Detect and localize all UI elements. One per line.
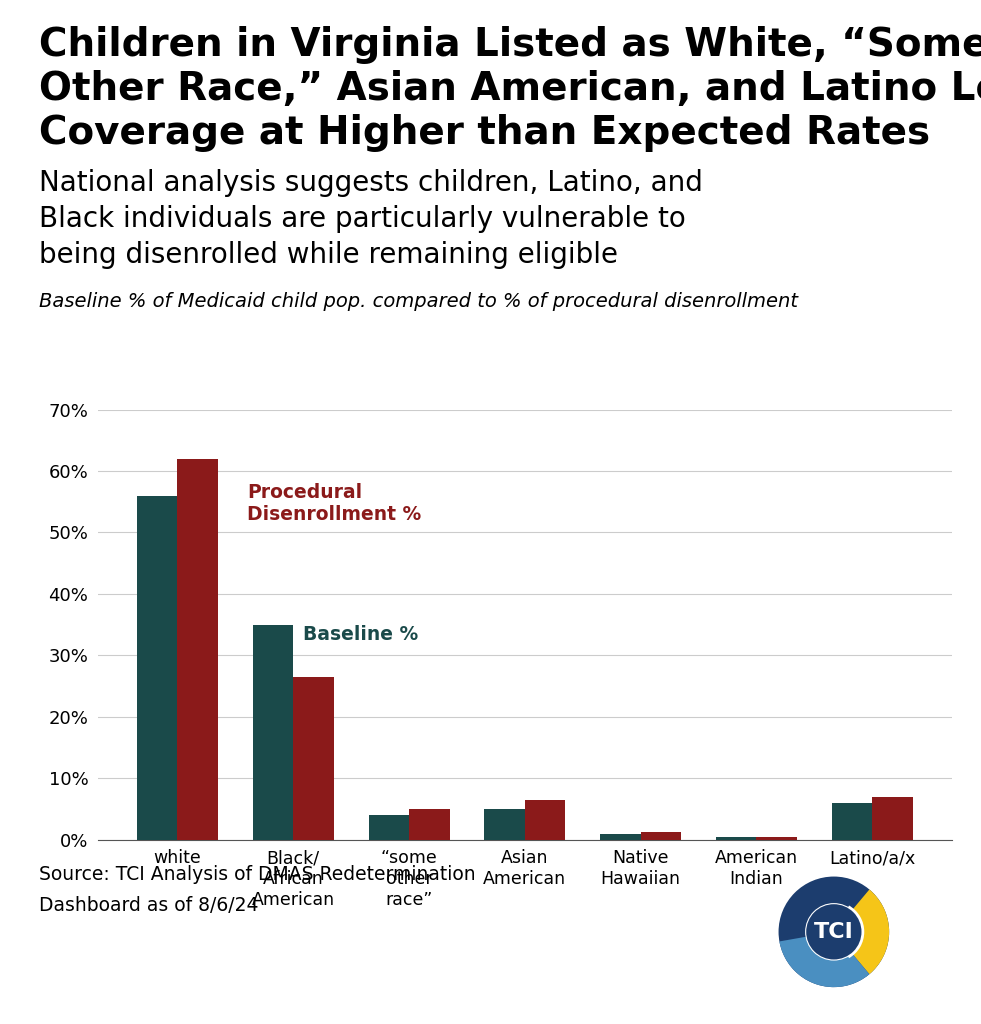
Bar (485, 809, 525, 840)
Bar (832, 803, 872, 840)
Wedge shape (779, 932, 869, 987)
Bar (409, 809, 449, 840)
Text: Other Race,” Asian American, and Latino Lost: Other Race,” Asian American, and Latino … (39, 70, 981, 108)
Text: Coverage at Higher than Expected Rates: Coverage at Higher than Expected Rates (39, 114, 930, 152)
Bar (253, 625, 293, 840)
Text: Children in Virginia Listed as White, “Some: Children in Virginia Listed as White, “S… (39, 26, 981, 63)
Text: Baseline %: Baseline % (303, 625, 418, 644)
Bar (369, 815, 409, 840)
Text: Procedural
Disenrollment %: Procedural Disenrollment % (247, 483, 422, 524)
Text: Baseline % of Medicaid child pop. compared to % of procedural disenrollment: Baseline % of Medicaid child pop. compar… (39, 292, 799, 311)
Bar (756, 837, 797, 840)
Circle shape (806, 904, 861, 959)
Bar (872, 797, 912, 840)
Wedge shape (834, 905, 864, 958)
Bar (525, 800, 565, 840)
Bar (293, 677, 334, 840)
Text: Dashboard as of 8/6/24: Dashboard as of 8/6/24 (39, 896, 259, 915)
Bar (178, 459, 218, 840)
Bar (137, 496, 178, 840)
Text: Black individuals are particularly vulnerable to: Black individuals are particularly vulne… (39, 205, 686, 232)
Bar (600, 834, 641, 840)
Text: Source: TCI Analysis of DMAS Redetermination: Source: TCI Analysis of DMAS Redetermina… (39, 865, 476, 885)
Text: being disenrolled while remaining eligible: being disenrolled while remaining eligib… (39, 241, 618, 268)
Circle shape (805, 903, 862, 961)
Wedge shape (834, 890, 889, 974)
Bar (716, 837, 756, 840)
Circle shape (779, 877, 889, 987)
Text: TCI: TCI (814, 922, 853, 942)
Text: National analysis suggests children, Latino, and: National analysis suggests children, Lat… (39, 169, 703, 197)
Bar (641, 833, 681, 840)
